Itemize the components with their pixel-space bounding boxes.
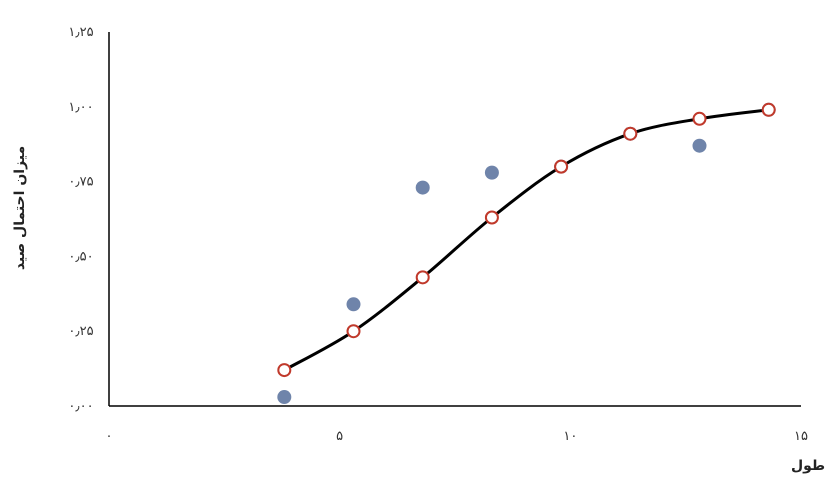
- fitted-point: [415, 270, 430, 285]
- fitted-point: [623, 126, 638, 141]
- y-tick-label: ۰٫۵۰: [68, 249, 93, 264]
- observed-points-layer: [277, 102, 776, 405]
- fitted-point: [692, 111, 707, 126]
- y-axis-title: میزان احتمال صید: [12, 146, 28, 270]
- y-tick-label: ۱٫۰۰: [68, 100, 93, 115]
- y-tick-label: ۰٫۲۵: [68, 324, 93, 339]
- y-tick-label: ۰٫۰۰: [68, 399, 93, 414]
- fitted-point: [346, 324, 361, 339]
- y-tick-labels: ۰٫۰۰ ۰٫۲۵ ۰٫۵۰ ۰٫۷۵ ۱٫۰۰ ۱٫۲۵: [68, 25, 93, 414]
- observed-point: [484, 165, 499, 180]
- observed-point: [415, 180, 430, 195]
- axes: [108, 32, 801, 407]
- fitted-point: [554, 159, 569, 174]
- x-axis-title: طول: [791, 458, 825, 474]
- fitted-curve-line: [283, 108, 769, 372]
- observed-point: [346, 297, 361, 312]
- y-tick-label: ۱٫۲۵: [68, 25, 93, 40]
- x-tick-label: ۵: [336, 429, 343, 444]
- y-tick-label: ۰٫۷۵: [68, 175, 93, 190]
- x-tick-label: ۱۵: [794, 429, 808, 444]
- x-tick-label: ۰: [106, 429, 113, 444]
- fitted-points-layer: [277, 102, 776, 378]
- observed-point: [692, 138, 707, 153]
- x-tick-labels: ۰ ۵ ۱۰ ۱۵: [106, 429, 808, 444]
- x-tick-label: ۱۰: [563, 429, 577, 444]
- fitted-point: [761, 102, 776, 117]
- fitted-curve-layer: [283, 108, 769, 372]
- fitted-point: [277, 363, 292, 378]
- fitted-point: [484, 210, 499, 225]
- observed-point: [277, 390, 292, 405]
